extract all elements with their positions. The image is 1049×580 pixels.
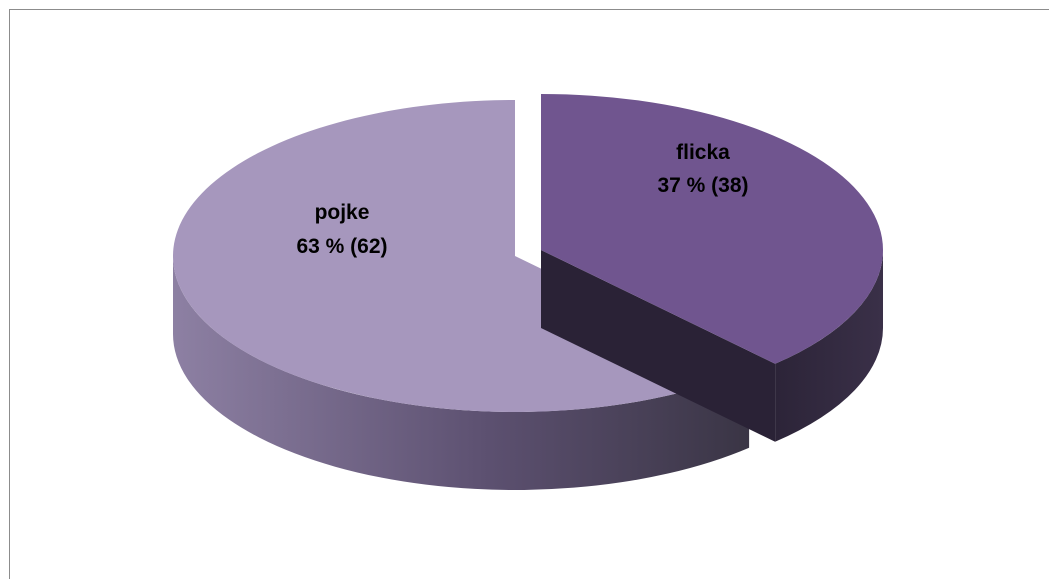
slice-flicka[interactable] <box>541 94 884 364</box>
pie-slices <box>172 94 884 491</box>
slice-cut-face-flicka <box>541 250 776 442</box>
slice-side-pojke <box>173 256 750 491</box>
slice-label-flicka-value: 37 % (38) <box>657 174 748 197</box>
slice-label-flicka-name: flicka <box>676 141 730 164</box>
chart-frame: flicka 37 % (38) pojke 63 % (62) <box>9 9 1049 579</box>
slice-label-pojke-name: pojke <box>315 201 370 224</box>
pie-labels: flicka 37 % (38) pojke 63 % (62) <box>296 141 748 258</box>
pie-chart: flicka 37 % (38) pojke 63 % (62) <box>172 94 884 491</box>
slice-label-pojke-value: 63 % (62) <box>296 235 387 258</box>
slice-side-flicka <box>775 250 883 442</box>
